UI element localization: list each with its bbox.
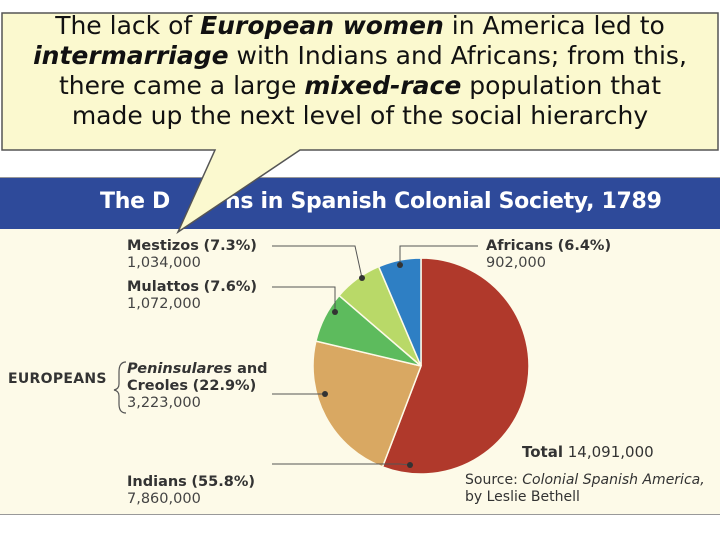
leader-mulattos bbox=[272, 286, 336, 312]
label-peninsulares-creoles: Peninsulares and Creoles (22.9%) 3,223,0… bbox=[127, 361, 268, 411]
pie-slice-peninsulares-and-creoles bbox=[312, 340, 423, 468]
pie-slice-africans bbox=[377, 257, 422, 367]
leader-indians bbox=[272, 463, 411, 466]
chart-title-end: ns in Spanish Colonial Society, 1789 bbox=[225, 189, 662, 214]
total-label: Total 14,091,000 bbox=[522, 443, 654, 461]
callout-bubble bbox=[1, 12, 719, 235]
group-label-europeans: EUROPEANS bbox=[8, 371, 107, 387]
source-note: Source: Colonial Spanish America, by Les… bbox=[465, 472, 705, 505]
label-indians: Indians (55.8%) 7,860,000 bbox=[127, 474, 255, 507]
chart-title-start: The D bbox=[100, 189, 171, 214]
callout-text: The lack of European women in America le… bbox=[33, 11, 687, 130]
label-africans: Africans (6.4%) 902,000 bbox=[486, 238, 612, 271]
chart-title-bar bbox=[0, 178, 720, 229]
leader-africans bbox=[399, 245, 478, 265]
label-mestizos: Mestizos (7.3%) 1,034,000 bbox=[127, 238, 257, 271]
europeans-brace bbox=[113, 361, 127, 414]
emph-intermarriage: intermarriage bbox=[33, 41, 229, 70]
chart-title: The D ns in Spanish Colonial Society, 178… bbox=[100, 189, 662, 214]
emph-mixed-race: mixed-race bbox=[304, 71, 462, 100]
pie-slice-indians bbox=[381, 257, 530, 475]
label-mulattos: Mulattos (7.6%) 1,072,000 bbox=[127, 279, 258, 312]
leader-mestizos bbox=[272, 245, 363, 279]
emph-european-women: European women bbox=[200, 11, 444, 40]
